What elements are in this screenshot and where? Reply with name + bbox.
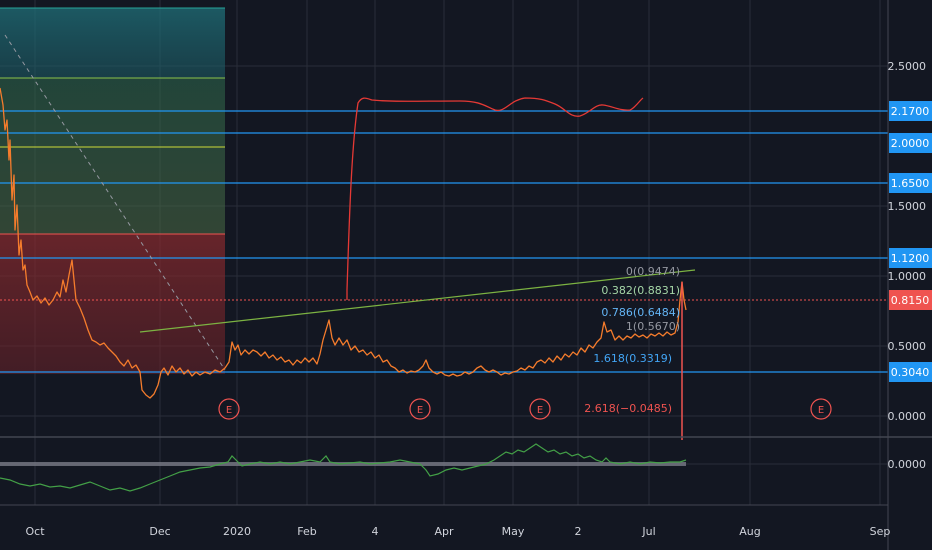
sub-axis-label: 0.0000 <box>888 458 927 471</box>
fib-zones <box>0 7 225 374</box>
earnings-marker[interactable]: E <box>409 398 431 420</box>
price-badges: 2.1700 2.0000 1.6500 1.1200 0.8150 0.304… <box>889 101 932 382</box>
fib-label: 0.382(0.8831) <box>601 284 680 297</box>
forecast-line <box>346 97 644 300</box>
earnings-circle <box>218 398 240 420</box>
earnings-circle <box>409 398 431 420</box>
price-badge-label: 1.6500 <box>891 177 930 190</box>
price-badge-bg <box>889 101 932 121</box>
price-badge-label: 0.8150 <box>891 294 930 307</box>
price-badge-label: 2.0000 <box>891 137 930 150</box>
time-tick: Sep <box>870 525 891 538</box>
time-tick: Dec <box>149 525 170 538</box>
time-tick: 4 <box>372 525 379 538</box>
earnings-circle <box>810 398 832 420</box>
time-tick: Aug <box>739 525 760 538</box>
price-tick: 1.5000 <box>888 200 927 213</box>
time-tick: May <box>502 525 525 538</box>
time-tick: 2 <box>575 525 582 538</box>
price-badge-bg <box>889 248 932 268</box>
price-badge-label: 1.1200 <box>891 252 930 265</box>
price-badge-bg <box>889 133 932 153</box>
earnings-circle <box>529 398 551 420</box>
price-badge: 0.3040 <box>889 362 932 382</box>
current-price-badge: 0.8150 <box>889 290 932 310</box>
price-tick: 1.0000 <box>888 270 927 283</box>
time-axis[interactable]: Oct Dec 2020 Feb 4 Apr May 2 Jul Aug Sep <box>25 525 890 538</box>
price-tick: 2.5000 <box>888 60 927 73</box>
price-badge-bg <box>889 290 932 310</box>
price-line <box>0 87 687 399</box>
earnings-marker[interactable]: E <box>529 398 551 420</box>
price-badge-label: 0.3040 <box>891 366 930 379</box>
fib-zone-green <box>0 78 225 234</box>
earnings-marker[interactable]: E <box>218 398 240 420</box>
earnings-letter: E <box>537 405 543 416</box>
fib-label: 0(0.9474) <box>626 265 680 278</box>
time-tick: Apr <box>434 525 454 538</box>
price-badge: 1.1200 <box>889 248 932 268</box>
time-tick: Jul <box>641 525 655 538</box>
fib-label: 2.618(−0.0485) <box>584 402 672 415</box>
earnings-letter: E <box>818 405 824 416</box>
time-tick: 2020 <box>223 525 251 538</box>
fib-label: 1(0.5670) <box>626 320 680 333</box>
fib-zone-teal <box>0 8 225 78</box>
earnings-letter: E <box>417 405 423 416</box>
key-levels <box>0 110 888 373</box>
price-axis[interactable]: 2.5000 1.5000 1.0000 0.5000 0.0000 0.000… <box>888 60 927 471</box>
price-badge: 2.1700 <box>889 101 932 121</box>
price-badge-bg <box>889 173 932 193</box>
dashed-diagonal <box>4 34 226 371</box>
price-tick: 0.0000 <box>888 410 927 423</box>
fib-labels: 0(0.9474) 0.382(0.8831) 0.786(0.6484) 1(… <box>584 265 680 415</box>
price-badge-label: 2.1700 <box>891 105 930 118</box>
price-badge: 2.0000 <box>889 133 932 153</box>
earnings-markers: E E E E <box>218 398 832 420</box>
fib-label: 0.786(0.6484) <box>601 306 680 319</box>
fib-zone-red <box>0 234 225 374</box>
time-tick: Oct <box>25 525 45 538</box>
earnings-letter: E <box>226 405 232 416</box>
price-tick: 0.5000 <box>888 340 927 353</box>
price-badge-bg <box>889 362 932 382</box>
trend-line <box>139 269 696 333</box>
fib-label: 1.618(0.3319) <box>593 352 672 365</box>
earnings-marker[interactable]: E <box>810 398 832 420</box>
price-badge: 1.6500 <box>889 173 932 193</box>
oscillator-line <box>0 443 687 492</box>
time-tick: Feb <box>297 525 316 538</box>
